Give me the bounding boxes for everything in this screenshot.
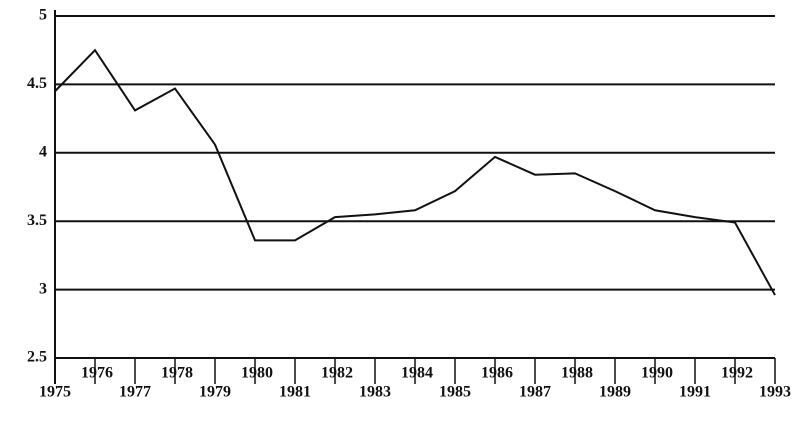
x-tick-label: 1984 bbox=[401, 365, 433, 382]
y-tick-label: 2.5 bbox=[27, 349, 47, 366]
y-tick-label: 5 bbox=[39, 7, 47, 24]
page: {"chart_data": {"type": "line", "x": [19… bbox=[0, 0, 796, 427]
y-tick-label: 3.5 bbox=[27, 212, 47, 229]
y-tick-label: 4 bbox=[39, 143, 47, 160]
data-line bbox=[55, 50, 775, 295]
x-tick-label: 1993 bbox=[759, 384, 791, 401]
x-tick-label: 1976 bbox=[81, 365, 113, 382]
x-tick-label: 1980 bbox=[241, 365, 273, 382]
x-tick-label: 1988 bbox=[561, 365, 593, 382]
x-tick-label: 1978 bbox=[161, 365, 193, 382]
x-tick-label: 1977 bbox=[119, 384, 151, 401]
x-tick-label: 1982 bbox=[321, 365, 353, 382]
x-tick-label: 1986 bbox=[481, 365, 513, 382]
x-tick-label: 1985 bbox=[439, 384, 471, 401]
y-tick-label: 4.5 bbox=[27, 75, 47, 92]
x-tick-label: 1981 bbox=[279, 384, 311, 401]
x-tick-label: 1975 bbox=[39, 384, 71, 401]
x-tick-label: 1991 bbox=[679, 384, 711, 401]
y-tick-label: 3 bbox=[39, 280, 47, 297]
chart: 2.5 3 3.5 4 4.5 5 1975 1976 1977 1978 1979 1980 1981… bbox=[0, 0, 796, 427]
x-tick-label: 1979 bbox=[199, 384, 231, 401]
x-tick-label: 1990 bbox=[641, 365, 673, 382]
x-tick-label: 1987 bbox=[519, 384, 551, 401]
x-tick-label: 1989 bbox=[599, 384, 631, 401]
x-tick-label: 1983 bbox=[359, 384, 391, 401]
x-tick-label: 1992 bbox=[721, 365, 753, 382]
